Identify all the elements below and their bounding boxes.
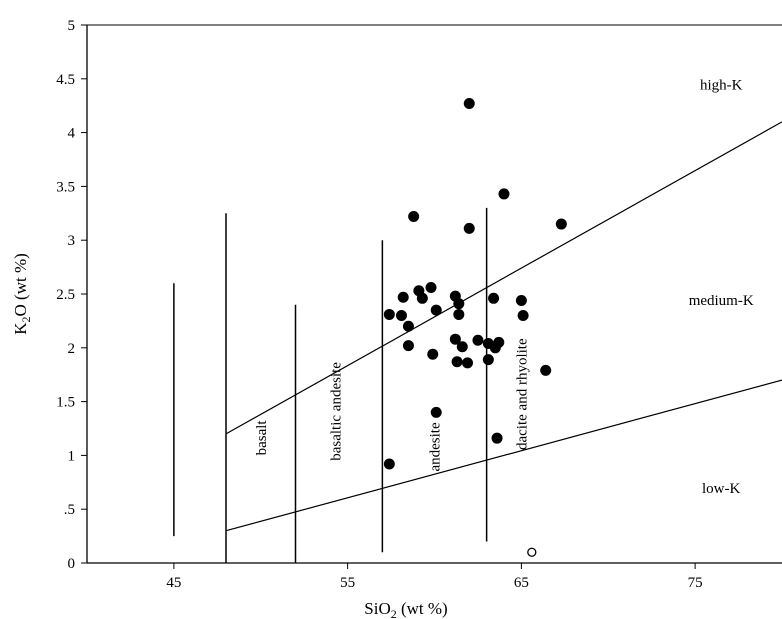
data-point (383, 308, 395, 320)
k-boundary-line (225, 379, 782, 532)
data-point (453, 308, 465, 320)
k-series-boundaries (225, 121, 782, 532)
y-tick-label: 2 (68, 341, 76, 357)
y-tick-label: 4 (68, 126, 76, 142)
x-axis-title: SiO2 (wt %) (364, 599, 447, 619)
rock-type-labels: basalt basaltic andesite andesite dacite an… (254, 338, 531, 471)
rock-type-label: basaltic andesite (329, 362, 345, 461)
data-point (451, 356, 463, 368)
rock-type-label: basalt (254, 420, 270, 456)
k-series-labels: high-K medium-K low-K (689, 78, 754, 498)
data-point (515, 294, 527, 306)
data-point (383, 458, 395, 470)
data-point (453, 298, 465, 310)
y-tick-label: 3.5 (56, 179, 75, 195)
data-point (402, 340, 414, 352)
k-series-label: high-K (700, 78, 743, 94)
y-tick-label: 0 (68, 556, 76, 572)
y-tick-label: 3 (68, 233, 76, 249)
data-points (383, 98, 567, 557)
k-boundary-line (225, 121, 782, 435)
y-tick-label: 5 (68, 18, 76, 34)
x-tick-label: 55 (340, 575, 355, 591)
data-point (408, 211, 420, 223)
data-point (456, 341, 468, 353)
y-axis-ticks: 0 .5 1 1.5 2 2.5 3 3.5 4 4.5 5 (56, 18, 87, 572)
y-tick-label: 2.5 (56, 287, 75, 303)
y-tick-label: 4.5 (56, 72, 75, 88)
x-tick-label: 65 (514, 575, 529, 591)
rock-type-dividers (173, 207, 488, 563)
k-series-label: medium-K (689, 293, 754, 309)
data-point (498, 188, 510, 200)
data-point (425, 282, 437, 294)
rock-type-label: dacite and rhyolite (515, 338, 531, 450)
y-tick-label: 1.5 (56, 395, 75, 411)
data-point (462, 357, 474, 369)
data-point (395, 310, 407, 322)
data-point (402, 320, 414, 332)
x-tick-label: 45 (166, 575, 181, 591)
open-data-point (527, 547, 537, 557)
data-point (463, 222, 475, 234)
data-point (489, 342, 501, 354)
rock-type-label: andesite (428, 422, 444, 471)
y-tick-label: .5 (64, 502, 75, 518)
data-point (491, 432, 503, 444)
data-point (555, 218, 567, 230)
data-point (430, 304, 442, 316)
data-point (430, 406, 442, 418)
y-axis-title: K2O (wt %) (11, 253, 33, 335)
data-point (472, 334, 484, 346)
data-point (449, 333, 461, 345)
plot-area (87, 25, 782, 563)
x-tick-label: 75 (688, 575, 703, 591)
k-series-label: low-K (702, 481, 740, 497)
data-point (427, 348, 439, 360)
data-point (517, 310, 529, 322)
x-axis-ticks: 45 55 65 75 (166, 563, 703, 591)
data-point (482, 354, 494, 366)
data-point (397, 291, 409, 303)
data-point (416, 292, 428, 304)
data-point (463, 98, 475, 110)
data-point (488, 292, 500, 304)
y-tick-label: 1 (68, 448, 76, 464)
data-point (540, 364, 552, 376)
